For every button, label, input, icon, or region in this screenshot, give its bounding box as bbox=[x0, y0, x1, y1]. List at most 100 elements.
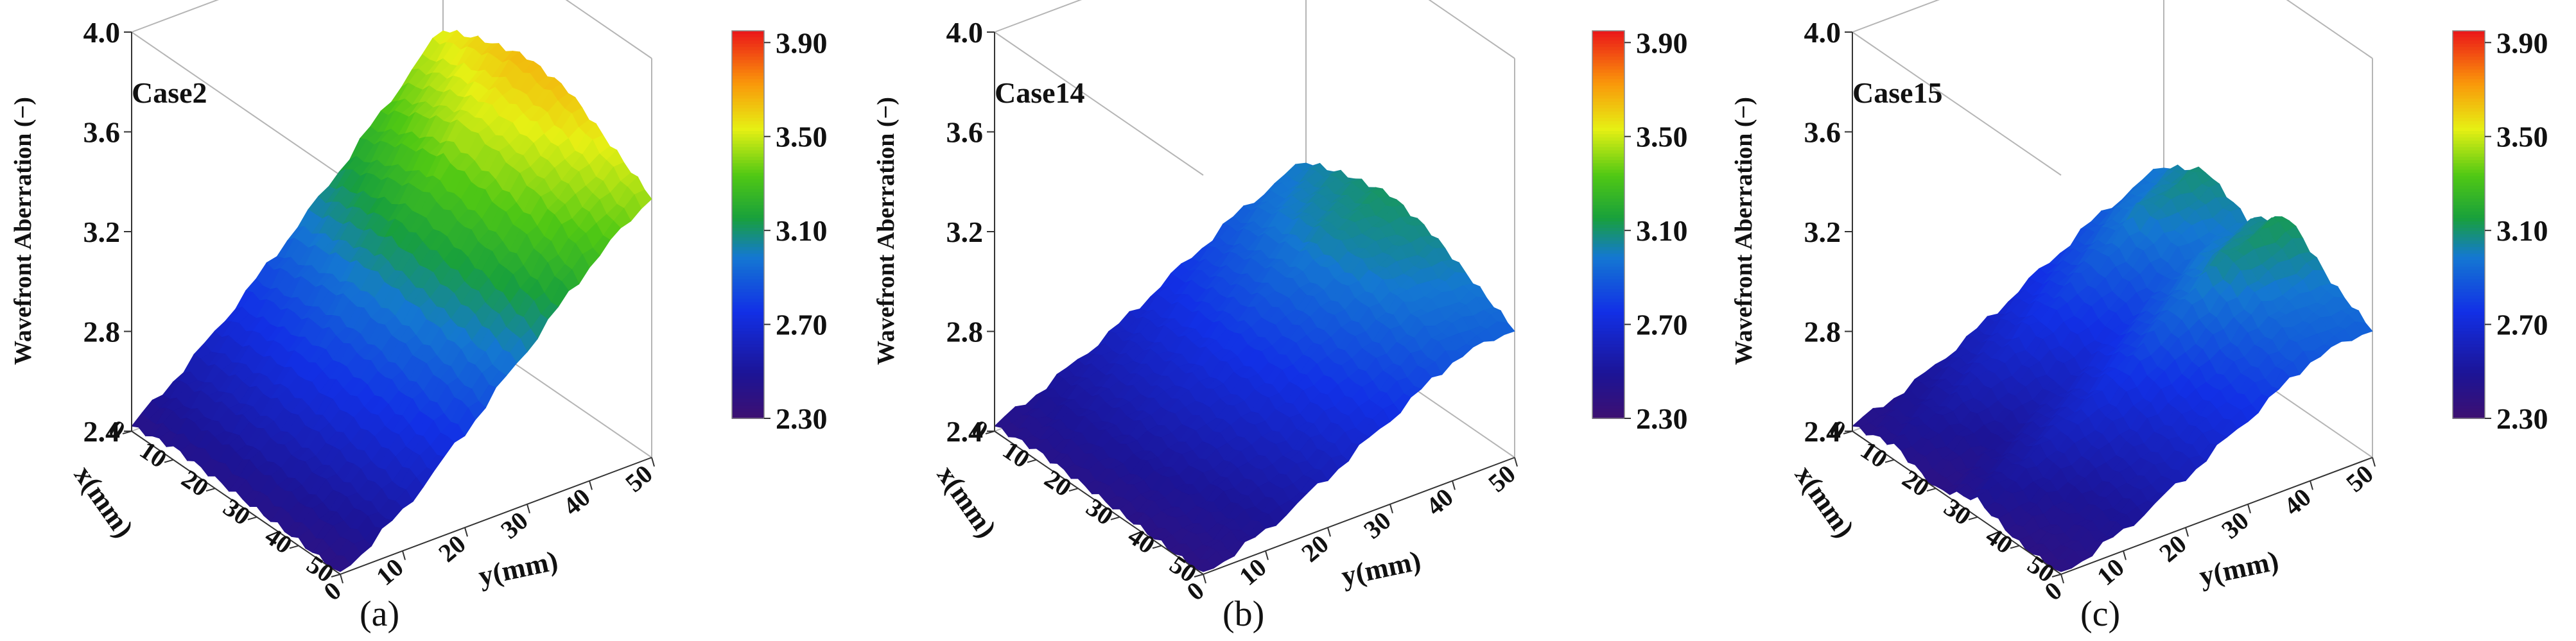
colorbar-segment bbox=[732, 218, 764, 222]
box-edge bbox=[2286, 0, 2373, 59]
colorbar-segment bbox=[732, 382, 764, 387]
colorbar-segment bbox=[732, 263, 764, 268]
colorbar-segment bbox=[732, 147, 764, 151]
colorbar-segment bbox=[732, 325, 764, 329]
x-tick bbox=[1884, 459, 1895, 463]
colorbar-segment bbox=[732, 53, 764, 58]
case-label: Case15 bbox=[1852, 76, 1943, 109]
y-tick bbox=[651, 457, 655, 467]
colorbar-segment bbox=[732, 137, 764, 142]
colorbar-segment bbox=[732, 237, 764, 242]
colorbar-segment bbox=[732, 221, 764, 225]
z-tick-label: 4.0 bbox=[946, 16, 984, 49]
box-edge bbox=[131, 31, 341, 176]
colorbar-segment bbox=[732, 389, 764, 393]
y-tick-label: 40 bbox=[2278, 483, 2317, 521]
z-tick-label: 3.2 bbox=[83, 216, 121, 248]
box-edge bbox=[1852, 0, 1940, 33]
colorbar-tick-label: 2.70 bbox=[2496, 309, 2548, 341]
y-tick bbox=[402, 551, 406, 560]
colorbar-segment bbox=[732, 241, 764, 245]
colorbar-segment bbox=[732, 131, 764, 135]
colorbar-tick-label: 3.50 bbox=[1636, 121, 1688, 153]
colorbar-tick-label: 3.10 bbox=[1636, 214, 1688, 247]
x-tick bbox=[331, 574, 341, 577]
surface-cell bbox=[2166, 164, 2186, 171]
colorbar-segment bbox=[732, 234, 764, 239]
y-tick-label: 40 bbox=[1420, 483, 1459, 521]
x-tick bbox=[1194, 574, 1204, 577]
case-label: Case2 bbox=[132, 76, 207, 109]
colorbar-segment bbox=[732, 211, 764, 216]
colorbar-segment bbox=[732, 328, 764, 332]
z-axis: 2.42.83.23.64.0 bbox=[1804, 16, 1853, 448]
colorbar-tick-label: 2.70 bbox=[776, 309, 828, 341]
colorbar-segment bbox=[732, 214, 764, 219]
colorbar-segment bbox=[732, 366, 764, 371]
colorbar-segment bbox=[732, 173, 764, 177]
colorbar-tick-label: 3.50 bbox=[2496, 121, 2548, 153]
colorbar-segment bbox=[732, 376, 764, 380]
colorbar-segment bbox=[732, 357, 764, 361]
colorbar-segment bbox=[732, 189, 764, 193]
y-tick-label: 30 bbox=[495, 506, 534, 544]
colorbar-0: 3.90 3.50 3.10 2.70 2.30 bbox=[731, 26, 828, 435]
x-tick bbox=[1110, 516, 1120, 520]
colorbar-tick-label: 3.90 bbox=[1636, 26, 1688, 59]
colorbar-segment bbox=[732, 286, 764, 290]
colorbar-segment bbox=[732, 50, 764, 55]
x-tick bbox=[1926, 488, 1936, 492]
colorbar-segment bbox=[732, 163, 764, 167]
x-tick bbox=[1068, 488, 1079, 492]
colorbar-segment bbox=[732, 66, 764, 71]
colorbar-segment bbox=[732, 121, 764, 125]
colorbar-segment bbox=[732, 47, 764, 51]
colorbar-segment bbox=[732, 160, 764, 164]
colorbar-segment bbox=[732, 166, 764, 171]
colorbar-segment bbox=[732, 37, 764, 42]
z-tick-label: 2.8 bbox=[1804, 316, 1841, 348]
y-tick bbox=[589, 481, 593, 490]
colorbar-segment bbox=[732, 279, 764, 284]
box-edge bbox=[994, 31, 1204, 176]
colorbar-segment bbox=[732, 108, 764, 112]
colorbar-segment bbox=[732, 405, 764, 409]
colorbar-segment bbox=[732, 89, 764, 93]
y-tick bbox=[527, 504, 530, 514]
colorbar-segment bbox=[732, 169, 764, 174]
colorbar-segment bbox=[732, 153, 764, 158]
y-tick-label: 30 bbox=[1358, 506, 1397, 544]
colorbar-segment bbox=[732, 373, 764, 377]
colorbar-tick-label: 2.30 bbox=[1636, 402, 1688, 435]
colorbar-segment bbox=[732, 185, 764, 190]
colorbar-segment bbox=[732, 363, 764, 368]
z-axis: 2.42.83.23.64.0 bbox=[83, 16, 132, 448]
z-tick-label: 3.2 bbox=[1804, 216, 1841, 248]
y-tick bbox=[2247, 504, 2251, 514]
colorbar-segment bbox=[732, 386, 764, 390]
colorbar-segment bbox=[732, 273, 764, 277]
colorbar-segment bbox=[732, 253, 764, 258]
colorbar-segment bbox=[732, 205, 764, 209]
colorbar-tick-label: 3.10 bbox=[776, 214, 828, 247]
x-axis-line bbox=[131, 431, 341, 575]
colorbar-2: 3.90 3.50 3.10 2.70 2.30 bbox=[2452, 26, 2548, 435]
x-axis-title: x(mm) bbox=[931, 460, 1003, 543]
z-tick-label: 3.2 bbox=[946, 216, 984, 248]
colorbar-segment bbox=[732, 128, 764, 132]
x-tick bbox=[164, 459, 174, 463]
colorbar-segment bbox=[732, 266, 764, 271]
colorbar-segment bbox=[732, 244, 764, 248]
colorbar-segment bbox=[732, 60, 764, 64]
colorbar-segment bbox=[732, 334, 764, 339]
colorbar-segment bbox=[732, 208, 764, 212]
x-tick bbox=[247, 516, 257, 520]
colorbar-segment bbox=[732, 257, 764, 261]
colorbar-tick-label: 3.50 bbox=[776, 121, 828, 153]
colorbar-segment bbox=[732, 289, 764, 293]
x-tick bbox=[122, 431, 132, 434]
